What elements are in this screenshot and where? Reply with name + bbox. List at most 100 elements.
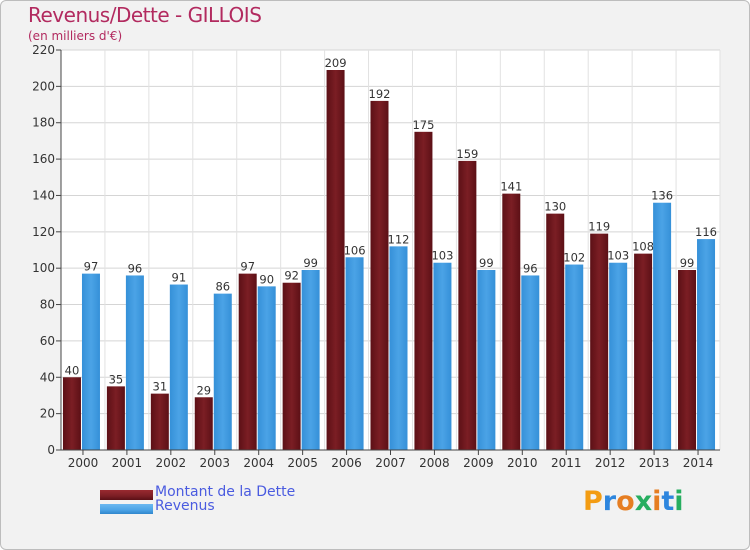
- y-tick-label: 220: [32, 43, 55, 57]
- x-tick-label: 2002: [156, 456, 187, 470]
- data-label-revenus: 103: [431, 249, 453, 263]
- y-tick-label: 100: [32, 261, 55, 275]
- y-tick-label: 60: [40, 334, 55, 348]
- x-tick-label: 2010: [507, 456, 538, 470]
- y-tick-label: 180: [32, 116, 55, 130]
- x-tick-label: 2009: [463, 456, 494, 470]
- x-tick-label: 2004: [243, 456, 274, 470]
- bar-dette: [326, 70, 345, 450]
- logo-letter: x: [634, 486, 653, 517]
- data-label-dette: 99: [680, 256, 695, 270]
- logo-letter: i: [674, 486, 684, 517]
- bar-dette: [62, 377, 81, 450]
- bar-revenus: [169, 284, 188, 450]
- bar-dette: [458, 160, 477, 450]
- proxiti-logo: Proxiti: [583, 486, 684, 517]
- legend-swatch-revenus: [100, 504, 153, 514]
- data-label-dette: 175: [412, 118, 434, 132]
- data-label-dette: 192: [369, 87, 391, 101]
- data-label-revenus: 99: [479, 256, 494, 270]
- logo-letter: t: [661, 486, 675, 517]
- data-label-revenus: 97: [84, 260, 99, 274]
- logo-letter: i: [652, 486, 662, 517]
- bar-revenus: [653, 202, 672, 450]
- bar-dette: [634, 253, 653, 450]
- data-label-dette: 29: [196, 383, 211, 397]
- data-label-dette: 35: [109, 372, 124, 386]
- data-label-revenus: 96: [523, 261, 538, 275]
- bar-revenus: [257, 286, 276, 450]
- bar-dette: [194, 397, 213, 450]
- y-tick-label: 120: [32, 225, 55, 239]
- data-label-dette: 159: [456, 147, 478, 161]
- data-label-revenus: 112: [388, 232, 410, 246]
- logo-letter: o: [616, 486, 635, 517]
- data-label-revenus: 102: [563, 251, 585, 265]
- bar-dette: [370, 100, 389, 450]
- data-label-dette: 31: [153, 380, 168, 394]
- data-label-dette: 97: [240, 260, 255, 274]
- data-label-revenus: 91: [172, 271, 187, 285]
- x-tick-label: 2014: [683, 456, 714, 470]
- bar-revenus: [697, 239, 716, 450]
- bar-revenus: [477, 270, 496, 450]
- data-label-revenus: 86: [215, 280, 230, 294]
- data-label-revenus: 90: [259, 272, 274, 286]
- y-tick-label: 80: [40, 298, 55, 312]
- data-label-revenus: 103: [607, 249, 629, 263]
- data-label-dette: 209: [325, 56, 347, 70]
- bar-revenus: [433, 262, 452, 450]
- logo-letter: r: [602, 486, 617, 517]
- bar-revenus: [81, 273, 100, 450]
- bar-dette: [150, 393, 169, 450]
- x-tick-label: 2013: [639, 456, 670, 470]
- chart-subtitle: (en milliers d'€): [28, 29, 123, 43]
- data-label-revenus: 136: [651, 189, 673, 203]
- bar-revenus: [345, 257, 364, 450]
- data-label-dette: 108: [632, 240, 654, 254]
- legend-label-revenus: Revenus: [155, 498, 215, 514]
- bar-revenus: [565, 264, 584, 450]
- x-tick-label: 2001: [112, 456, 143, 470]
- bar-dette: [238, 273, 257, 450]
- x-tick-label: 2003: [199, 456, 230, 470]
- data-label-dette: 92: [284, 269, 299, 283]
- x-tick-label: 2012: [595, 456, 626, 470]
- bar-dette: [678, 270, 697, 450]
- legend-swatch-dette: [100, 490, 153, 500]
- chart-title: Revenus/Dette - GILLOIS: [28, 3, 262, 27]
- y-tick-label: 200: [32, 79, 55, 93]
- y-tick-label: 0: [47, 443, 55, 457]
- x-tick-label: 2011: [551, 456, 582, 470]
- bar-revenus: [521, 275, 540, 450]
- bar-dette: [282, 282, 301, 450]
- data-label-revenus: 96: [128, 261, 143, 275]
- y-tick-label: 160: [32, 152, 55, 166]
- data-label-dette: 119: [588, 220, 610, 234]
- data-label-revenus: 99: [303, 256, 318, 270]
- logo-letter: P: [583, 486, 603, 517]
- bar-revenus: [125, 275, 144, 450]
- y-tick-label: 140: [32, 188, 55, 202]
- x-tick-label: 2006: [331, 456, 362, 470]
- data-label-dette: 141: [500, 180, 522, 194]
- x-tick-label: 2008: [419, 456, 450, 470]
- data-label-dette: 130: [544, 200, 566, 214]
- y-tick-label: 40: [40, 370, 55, 384]
- x-tick-label: 2005: [287, 456, 318, 470]
- data-label-dette: 40: [65, 363, 80, 377]
- x-tick-label: 2000: [68, 456, 99, 470]
- data-label-revenus: 116: [695, 225, 717, 239]
- bar-revenus: [301, 270, 320, 450]
- bar-dette: [546, 213, 565, 450]
- legend-label-dette: Montant de la Dette: [155, 484, 296, 500]
- bar-dette: [106, 386, 125, 450]
- x-tick-label: 2007: [375, 456, 406, 470]
- bar-revenus: [213, 293, 232, 450]
- y-tick-label: 20: [40, 407, 55, 421]
- bar-dette: [590, 233, 609, 450]
- data-label-revenus: 106: [344, 243, 366, 257]
- bar-dette: [502, 193, 521, 451]
- bar-revenus: [609, 262, 628, 450]
